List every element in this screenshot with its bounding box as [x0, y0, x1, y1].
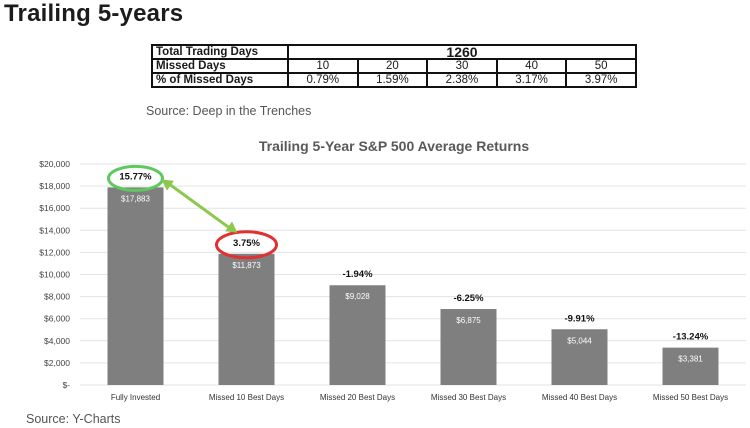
- table-cell: 0.79%: [287, 72, 359, 88]
- return-label: 3.75%: [233, 238, 260, 249]
- gridlines: [80, 163, 746, 386]
- x-tick-label: Missed 30 Best Days: [431, 393, 506, 402]
- table-cell: 30: [426, 58, 498, 74]
- table-row-total: Total Trading Days 1260: [151, 44, 637, 60]
- bar: [218, 253, 275, 385]
- table-cell: 3.97%: [565, 72, 637, 88]
- row-header-percent: % of Missed Days: [151, 72, 289, 88]
- bar-value-label: $17,883: [121, 194, 150, 203]
- highlight-circle-green: [107, 164, 164, 192]
- x-tick-label: Missed 50 Best Days: [653, 393, 728, 402]
- y-tick-label: $6,000: [44, 314, 70, 324]
- table-cell: 40: [495, 58, 568, 74]
- table-cell: 3.17%: [495, 72, 568, 88]
- y-tick-label: $20,000: [39, 159, 70, 169]
- bars: [107, 187, 719, 385]
- x-tick-label: Missed 20 Best Days: [320, 393, 395, 402]
- return-label: 15.77%: [119, 171, 152, 182]
- y-tick-label: $12,000: [39, 247, 70, 257]
- row-header-total: Total Trading Days: [151, 44, 289, 60]
- arrow-head-start: [161, 179, 174, 191]
- bar: [329, 285, 386, 385]
- y-tick-label: $-: [62, 380, 70, 390]
- return-label: -6.25%: [453, 293, 484, 304]
- bar-labels: $17,883 15.77% Fully Invested $11,873 3.75% M…: [111, 171, 728, 402]
- return-label: -13.24%: [673, 332, 709, 343]
- bar: [107, 187, 164, 385]
- table-row-percent-missed: % of Missed Days 0.79% 1.59% 2.38% 3.17%…: [151, 72, 637, 88]
- x-tick-label: Missed 10 Best Days: [209, 393, 284, 402]
- table-cell: 1.59%: [356, 72, 429, 88]
- source-note-bottom: Source: Y-Charts: [26, 412, 121, 426]
- table-cell: 20: [356, 58, 429, 74]
- y-tick-label: $14,000: [39, 225, 70, 235]
- bar-value-label: $11,873: [232, 261, 261, 270]
- chart-canvas: Trailing 5-Year S&P 500 Average Returns …: [39, 138, 746, 402]
- total-days-value: 1260: [287, 44, 637, 60]
- source-note-top: Source: Deep in the Trenches: [146, 104, 312, 118]
- bar-value-label: $5,044: [567, 336, 592, 345]
- table-cell: 10: [287, 58, 359, 74]
- bar-value-label: $9,028: [345, 292, 370, 301]
- row-header-missed: Missed Days: [151, 58, 289, 74]
- return-label: -1.94%: [342, 269, 373, 280]
- y-tick-label: $8,000: [44, 292, 70, 302]
- y-tick-label: $10,000: [39, 270, 70, 280]
- bar: [440, 309, 497, 385]
- arrow-line: [164, 180, 235, 233]
- bar-value-label: $6,875: [456, 316, 481, 325]
- arrow-head-end: [225, 221, 238, 233]
- table-row-missed-days: Missed Days 10 20 30 40 50: [151, 58, 637, 74]
- chart-title: Trailing 5-Year S&P 500 Average Returns: [259, 138, 529, 154]
- y-tick-label: $2,000: [44, 358, 70, 368]
- x-tick-label: Missed 40 Best Days: [542, 393, 617, 402]
- x-tick-label: Fully Invested: [111, 393, 160, 402]
- bar: [551, 329, 608, 385]
- bar: [662, 347, 719, 385]
- trading-days-table: Total Trading Days 1260 Missed Days 10 2…: [151, 44, 637, 88]
- page-title: Trailing 5-years: [4, 0, 184, 27]
- y-tick-label: $4,000: [44, 336, 70, 346]
- table-cell: 50: [565, 58, 637, 74]
- returns-bar-chart: Trailing 5-Year S&P 500 Average Returns …: [24, 128, 750, 410]
- y-tick-label: $16,000: [39, 203, 70, 213]
- y-axis: $- $2,000 $4,000 $6,000 $8,000 $10,000 $12,000…: [39, 159, 70, 390]
- bar-value-label: $3,381: [678, 355, 703, 364]
- return-label: -9.91%: [564, 313, 595, 324]
- highlight-circle-red: [215, 230, 278, 260]
- y-tick-label: $18,000: [39, 181, 70, 191]
- table-cell: 2.38%: [426, 72, 498, 88]
- highlight-annotations: [107, 164, 278, 260]
